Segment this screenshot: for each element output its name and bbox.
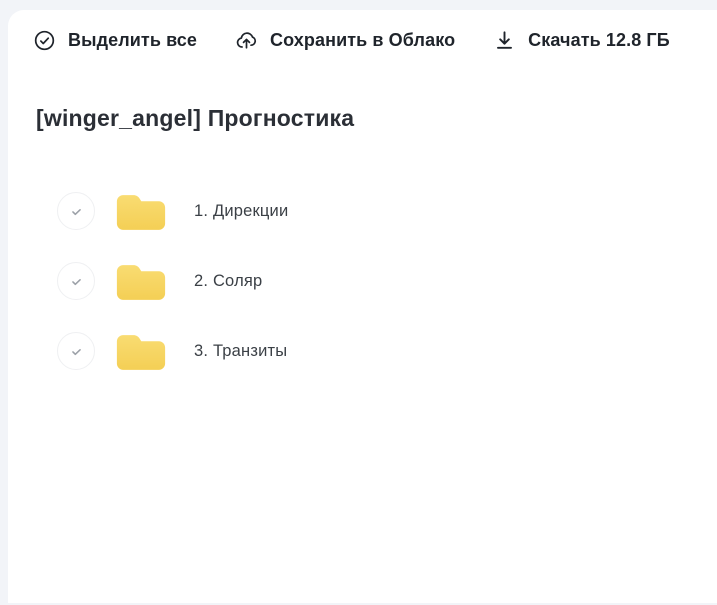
folder-icon: [114, 259, 168, 304]
file-row[interactable]: 2. Соляр: [57, 246, 288, 316]
save-to-cloud-label: Сохранить в Облако: [270, 30, 456, 50]
file-name: 3. Транзиты: [194, 341, 288, 360]
download-icon: [493, 29, 516, 52]
row-checkbox[interactable]: [57, 332, 95, 370]
save-to-cloud-button[interactable]: Сохранить в Облако: [235, 29, 455, 52]
file-list: 1. Дирекции 2. Соляр: [57, 176, 288, 386]
file-name: 1. Дирекции: [194, 201, 289, 220]
download-label: Скачать 12.8 ГБ: [528, 30, 670, 50]
folder-icon: [114, 329, 168, 374]
page-title: [winger_angel] Прогностика: [36, 105, 355, 131]
content-card: Выделить все Сохранить в Облако Скач: [8, 10, 717, 603]
cloud-upload-icon: [235, 29, 258, 52]
row-checkbox[interactable]: [57, 192, 95, 230]
check-circle-icon: [33, 29, 56, 52]
folder-icon: [114, 189, 168, 234]
file-row[interactable]: 3. Транзиты: [57, 316, 288, 386]
file-name: 2. Соляр: [194, 271, 263, 290]
file-row[interactable]: 1. Дирекции: [57, 176, 288, 246]
select-all-button[interactable]: Выделить все: [33, 29, 197, 52]
row-checkbox[interactable]: [57, 262, 95, 300]
download-button[interactable]: Скачать 12.8 ГБ: [493, 29, 670, 52]
select-all-label: Выделить все: [68, 30, 198, 50]
toolbar: Выделить все Сохранить в Облако Скач: [33, 29, 670, 52]
